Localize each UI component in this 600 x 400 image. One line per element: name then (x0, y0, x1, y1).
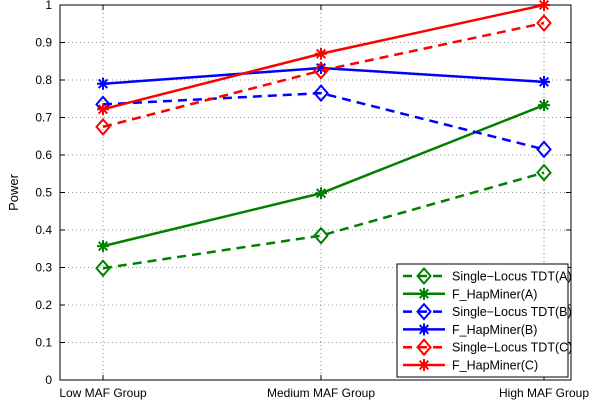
y-axis-label: Power (6, 173, 21, 211)
legend-entry: F_HapMiner(A) (403, 287, 537, 301)
data-point (97, 103, 109, 116)
data-point (538, 99, 550, 112)
plot-frame (59, 4, 572, 381)
legend-marker (416, 302, 432, 321)
y-tick-label: 0.2 (35, 298, 52, 312)
data-point (95, 259, 111, 278)
y-tick-label: 0.7 (35, 111, 52, 125)
data-point (97, 77, 109, 90)
star-stroke (97, 104, 109, 115)
star-stroke (538, 0, 550, 11)
legend-entry: F_HapMiner(B) (403, 323, 537, 337)
y-tick-label: 1 (45, 0, 52, 12)
data-point (536, 140, 552, 159)
y-tick-label: 0.3 (35, 261, 52, 275)
y-tick-label: 0.8 (35, 73, 52, 87)
y-tick-label: 0.9 (35, 36, 52, 50)
series-1 (95, 163, 552, 278)
series-line (102, 21, 545, 129)
star-stroke (418, 359, 430, 371)
series-2 (97, 99, 550, 253)
series-group (95, 0, 552, 278)
series-line (102, 91, 545, 151)
series-line (102, 171, 545, 270)
data-point (315, 187, 327, 200)
legend-entry: F_HapMiner(C) (403, 359, 538, 373)
y-tick-label: 0.1 (35, 336, 52, 350)
star-stroke (418, 288, 430, 299)
star-stroke (315, 188, 327, 199)
x-tick-label: Medium MAF Group (267, 386, 375, 400)
y-tick-label: 0 (45, 373, 52, 387)
series-6 (97, 0, 550, 116)
data-point (313, 84, 329, 103)
star-stroke (97, 241, 109, 252)
x-tick-label: Low MAF Group (59, 386, 147, 400)
legend-entry: Single−Locus TDT(C) (403, 338, 572, 357)
data-point (313, 61, 329, 80)
data-point (536, 13, 552, 33)
y-tick-label: 0.5 (35, 186, 52, 200)
legend-marker (416, 266, 432, 286)
series-3 (95, 84, 552, 159)
star-stroke (538, 76, 550, 87)
x-tick-label: High MAF Group (499, 386, 589, 400)
legend-entry: Single−Locus TDT(B) (403, 302, 572, 321)
data-point (315, 47, 327, 60)
legend-label: F_HapMiner(A) (452, 287, 537, 301)
y-tick-label: 0.6 (35, 148, 52, 162)
data-point (538, 75, 550, 88)
legend-entry: Single−Locus TDT(A) (403, 266, 572, 286)
data-point (313, 226, 329, 245)
star-stroke (418, 324, 430, 335)
star-stroke (97, 78, 109, 89)
data-point (536, 163, 552, 182)
legend-label: Single−Locus TDT(A) (452, 270, 572, 284)
data-point (538, 0, 550, 11)
legend-marker (418, 323, 430, 336)
legend: Single−Locus TDT(A) F_HapMiner(A) Single−L… (396, 263, 572, 378)
legend-label: Single−Locus TDT(C) (452, 341, 572, 355)
legend-label: F_HapMiner(B) (452, 323, 537, 337)
legend-marker (418, 287, 430, 300)
y-tick-label: 0.4 (35, 223, 52, 237)
legend-marker (418, 359, 430, 371)
star-stroke (538, 100, 550, 111)
legend-label: F_HapMiner(C) (452, 359, 538, 373)
data-point (95, 117, 111, 136)
legend-label: Single−Locus TDT(B) (452, 305, 572, 319)
series-line (102, 103, 545, 248)
axes: 0 0.1 0.2 0.3 0.4 0.5 0.6 0.7 0.8 0.9 1 Low MAF Gro… (6, 0, 589, 400)
legend-marker (416, 338, 432, 357)
data-point (97, 240, 109, 253)
star-stroke (315, 48, 327, 59)
series-5 (95, 13, 552, 136)
